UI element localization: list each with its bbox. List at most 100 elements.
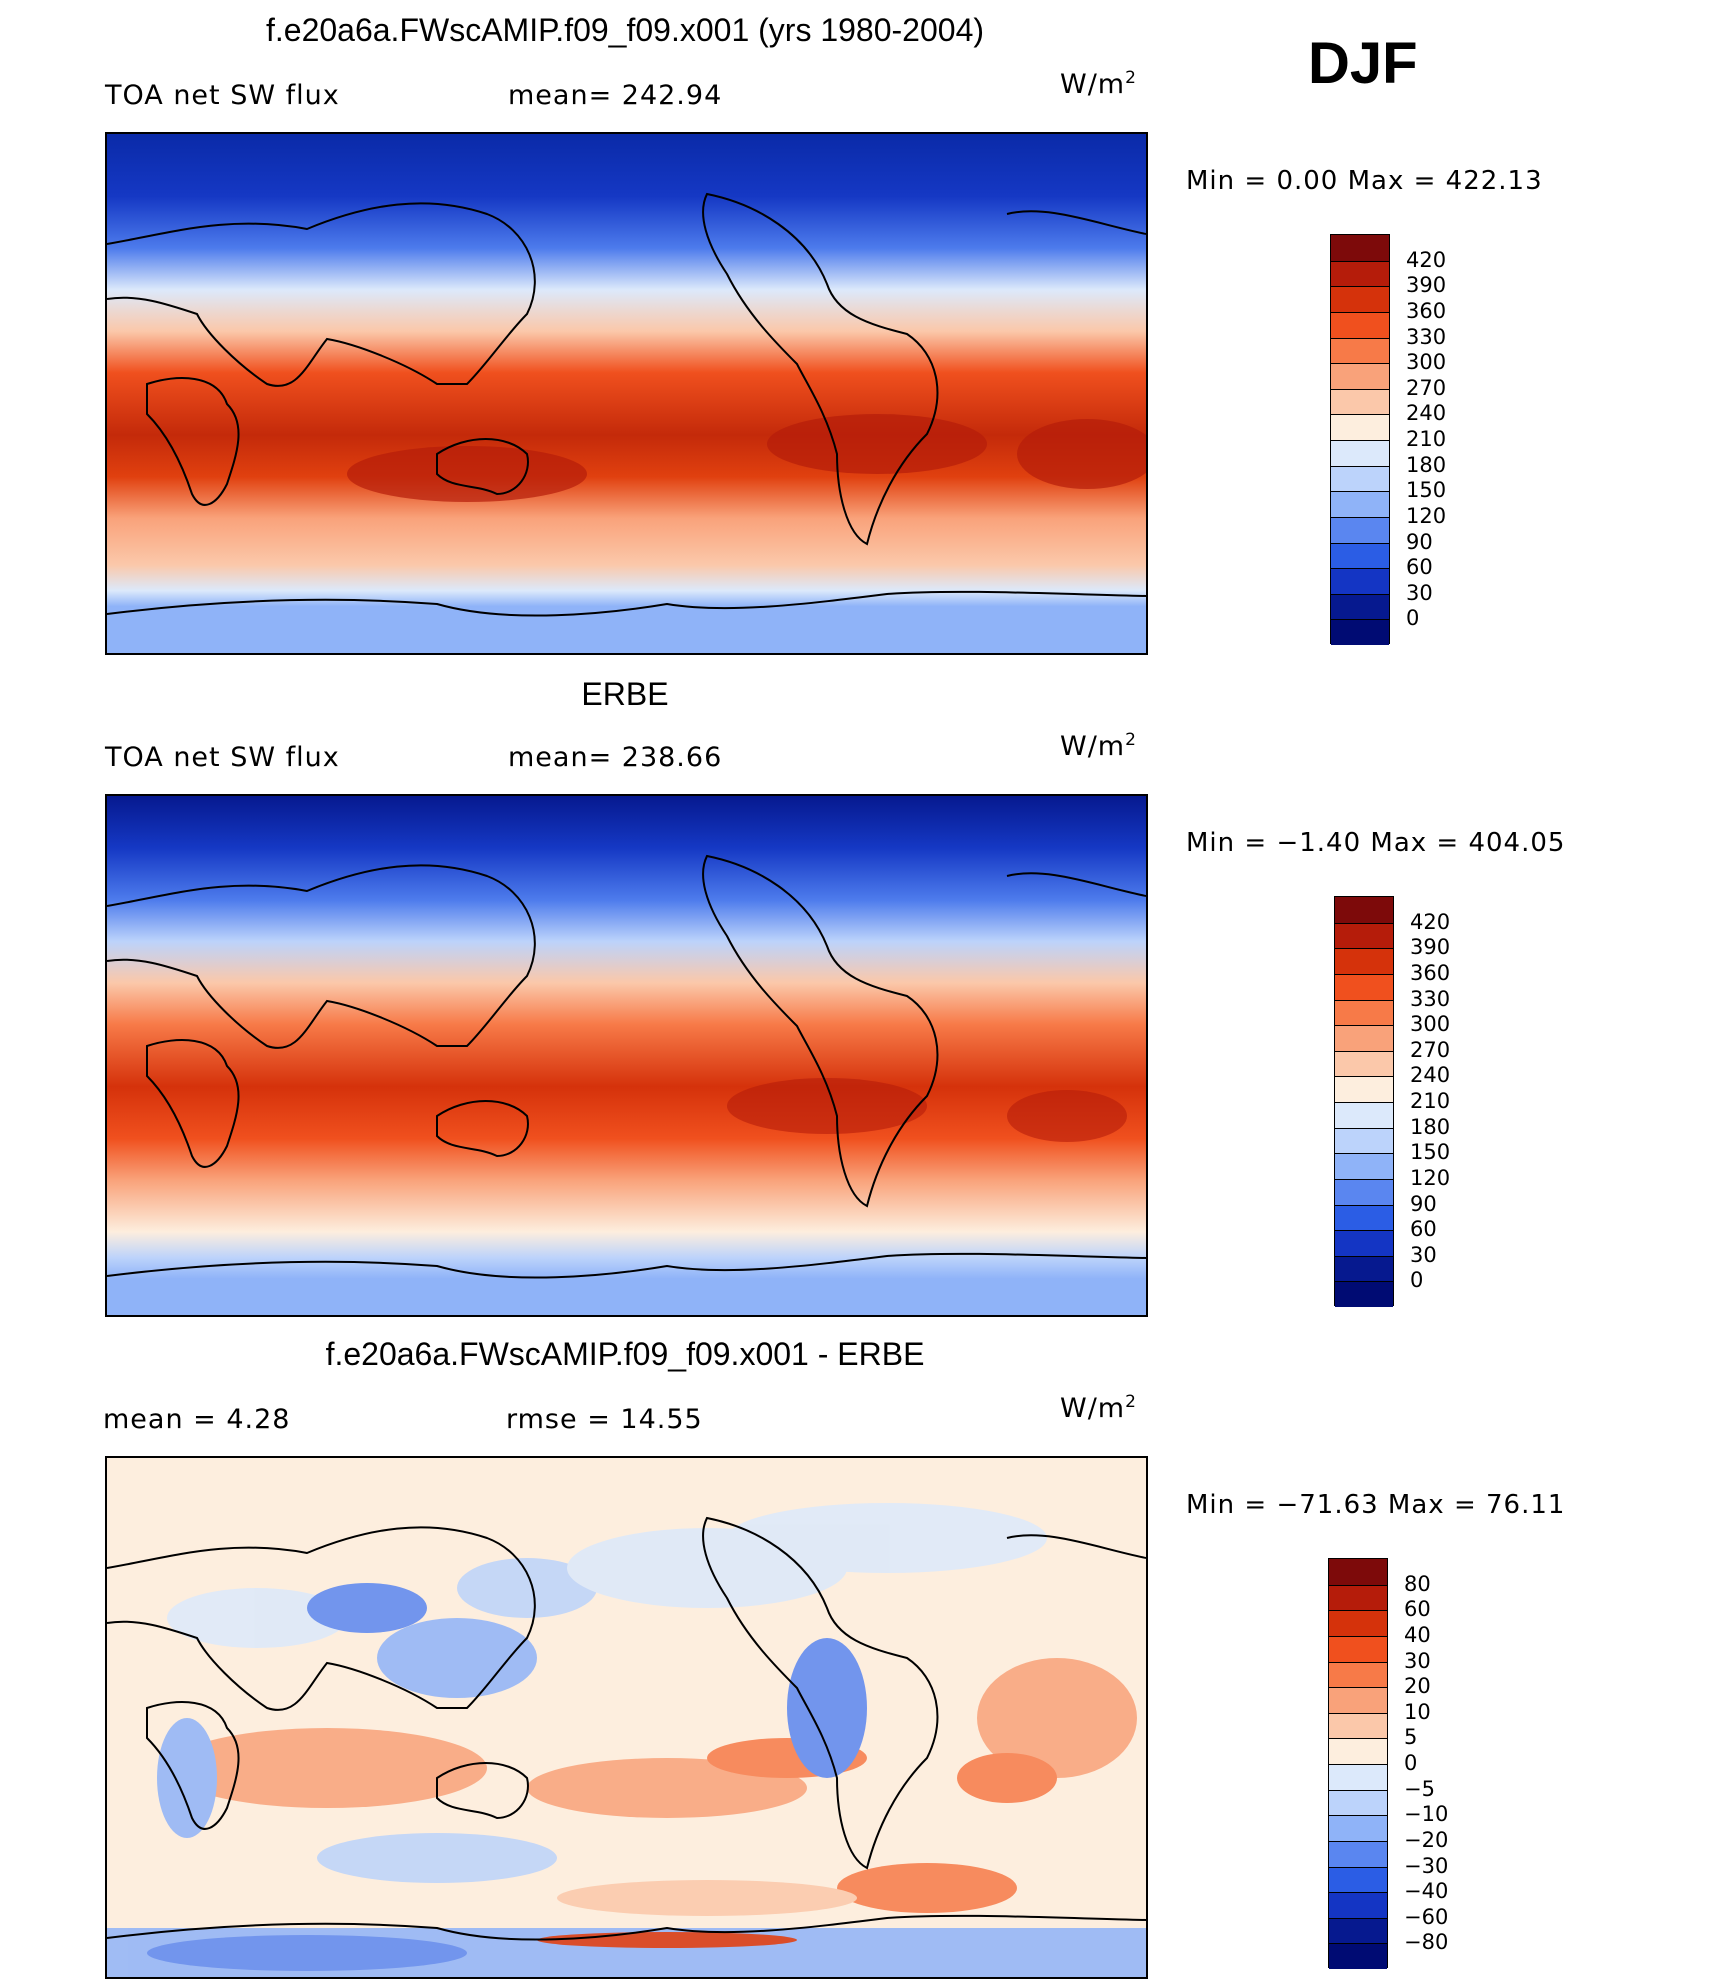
colorbar-label: 210 [1410, 1089, 1451, 1113]
colorbar-box [1331, 593, 1389, 620]
colorbar-label: 420 [1410, 909, 1451, 934]
colorbar-box [1331, 516, 1389, 543]
colorbar-box [1331, 311, 1389, 338]
colorbar-label: −10 [1404, 1802, 1449, 1827]
panel-1-mean-label: mean= 242.94 [508, 80, 723, 111]
panel-2-variable-label: TOA net SW flux [105, 742, 340, 773]
panel-1-title: f.e20a6a.FWscAMIP.f09_f09.x001 (yrs 1980… [265, 12, 985, 48]
colorbar-label: 390 [1406, 273, 1447, 298]
colorbar-box [1331, 260, 1389, 287]
colorbar-box [1329, 1712, 1387, 1739]
colorbar-label: 330 [1406, 324, 1447, 349]
colorbar-box [1329, 1943, 1387, 1969]
colorbar-label: 150 [1406, 478, 1447, 503]
colorbar-box [1329, 1635, 1387, 1662]
panel-1-colorbar [1330, 234, 1390, 645]
colorbar-box [1329, 1610, 1387, 1636]
panel-2-units: W/m2 [1060, 730, 1137, 762]
colorbar-box [1335, 1076, 1393, 1102]
colorbar-label: −60 [1404, 1904, 1449, 1929]
panel-3-colorbar [1328, 1558, 1388, 1969]
colorbar-label: 300 [1410, 1012, 1451, 1037]
panel-3-units: W/m2 [1060, 1392, 1137, 1424]
colorbar-label: −80 [1404, 1930, 1449, 1955]
panel-2-title: ERBE [581, 676, 669, 712]
colorbar-box [1335, 1178, 1393, 1205]
colorbar-box [1335, 999, 1393, 1026]
colorbar-box [1335, 1025, 1393, 1051]
colorbar-box [1329, 1789, 1387, 1816]
colorbar-label: 80 [1404, 1571, 1431, 1596]
colorbar-label: −30 [1404, 1853, 1449, 1878]
colorbar-box [1335, 973, 1393, 1000]
colorbar-label: 420 [1406, 247, 1447, 272]
colorbar-label: 90 [1406, 529, 1433, 554]
panel-2-mean-label: mean= 238.66 [508, 742, 723, 773]
colorbar-label: 120 [1406, 503, 1447, 528]
colorbar-box [1329, 1815, 1387, 1841]
colorbar-label: 360 [1406, 298, 1447, 323]
colorbar-label: 30 [1404, 1648, 1431, 1673]
colorbar-box [1331, 542, 1389, 569]
colorbar-box [1335, 1102, 1393, 1128]
panel-3-title: f.e20a6a.FWscAMIP.f09_f09.x001 - ERBE [325, 1336, 925, 1372]
colorbar-box [1335, 1281, 1393, 1307]
colorbar-box [1329, 1764, 1387, 1790]
colorbar-box [1329, 1917, 1387, 1944]
colorbar-label: 180 [1410, 1114, 1451, 1139]
colorbar-label: 40 [1404, 1622, 1431, 1647]
colorbar-label: 20 [1404, 1674, 1431, 1699]
colorbar-label: −20 [1404, 1827, 1449, 1852]
colorbar-label: −5 [1404, 1776, 1435, 1801]
model-map [105, 132, 1148, 655]
colorbar-label: 60 [1404, 1597, 1431, 1622]
colorbar-box [1331, 619, 1389, 645]
colorbar-label: 120 [1410, 1165, 1451, 1190]
colorbar-label: 360 [1410, 960, 1451, 985]
season-label: DJF [1308, 31, 1418, 96]
colorbar-box [1335, 1230, 1393, 1256]
colorbar-label: 0 [1410, 1268, 1424, 1293]
panel-2-minmax: Min = −1.40 Max = 404.05 [1186, 828, 1566, 858]
panel-3-minmax: Min = −71.63 Max = 76.11 [1186, 1490, 1566, 1520]
colorbar-label: 10 [1404, 1699, 1431, 1724]
colorbar-box [1331, 235, 1389, 261]
colorbar-label: 60 [1406, 555, 1433, 580]
diff-map [105, 1456, 1148, 1979]
colorbar-label: 90 [1410, 1191, 1437, 1216]
colorbar-box [1335, 948, 1393, 974]
colorbar-label: 5 [1404, 1725, 1418, 1750]
colorbar-box [1331, 414, 1389, 440]
panel-3-rmse-label: rmse = 14.55 [506, 1404, 703, 1435]
panel-1-minmax: Min = 0.00 Max = 422.13 [1186, 166, 1543, 196]
panel-1-variable-label: TOA net SW flux [105, 80, 340, 111]
colorbar-box [1329, 1687, 1387, 1713]
colorbar-box [1331, 337, 1389, 364]
obs-map [105, 794, 1148, 1317]
colorbar-label: 300 [1406, 350, 1447, 375]
colorbar-box [1329, 1661, 1387, 1688]
colorbar-label: 270 [1410, 1037, 1451, 1062]
colorbar-box [1331, 363, 1389, 389]
colorbar-box [1335, 922, 1393, 949]
colorbar-box [1329, 1584, 1387, 1611]
colorbar-box [1335, 1255, 1393, 1282]
colorbar-label: 330 [1410, 986, 1451, 1011]
colorbar-label: 60 [1410, 1217, 1437, 1242]
colorbar-box [1331, 388, 1389, 415]
colorbar-box [1329, 1559, 1387, 1585]
colorbar-label: −40 [1404, 1879, 1449, 1904]
colorbar-label: 210 [1406, 427, 1447, 451]
colorbar-box [1329, 1840, 1387, 1867]
colorbar-label: 0 [1404, 1751, 1418, 1775]
colorbar-label: 240 [1410, 1063, 1451, 1088]
colorbar-box [1329, 1738, 1387, 1764]
colorbar-label: 180 [1406, 452, 1447, 477]
colorbar-box [1329, 1892, 1387, 1918]
colorbar-label: 150 [1410, 1140, 1451, 1165]
colorbar-box [1329, 1866, 1387, 1893]
colorbar-box [1331, 286, 1389, 312]
colorbar-label: 270 [1406, 375, 1447, 400]
colorbar-box [1335, 1204, 1393, 1231]
panel-3-mean-label: mean = 4.28 [103, 1404, 291, 1435]
